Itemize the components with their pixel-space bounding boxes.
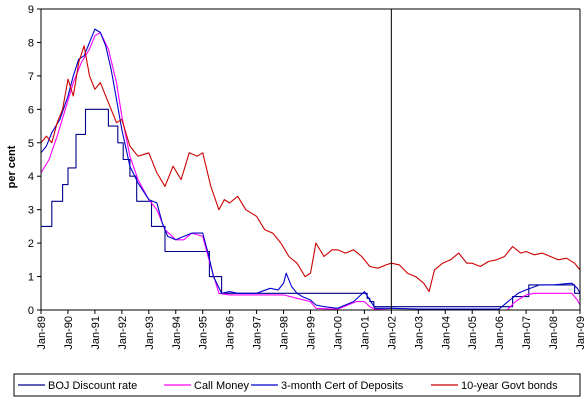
- legend-item: 3-month Cert of Deposits: [251, 380, 404, 392]
- x-tick-label: Jan-96: [225, 316, 237, 350]
- x-tick-label: Jan-91: [90, 316, 102, 350]
- x-tick-label: Jan-94: [171, 316, 183, 350]
- y-tick-label: 1: [28, 272, 34, 284]
- series-line-boj-discount-rate: [41, 108, 581, 308]
- y-axis-label: per cent: [6, 145, 18, 188]
- y-tick-label: 4: [28, 171, 34, 183]
- legend-label: 3-month Cert of Deposits: [281, 380, 404, 392]
- y-tick-label: 7: [28, 71, 34, 83]
- x-tick-label: Jan-93: [144, 316, 156, 350]
- y-tick-label: 5: [28, 138, 34, 150]
- x-tick-label: Jan-05: [467, 316, 479, 350]
- x-tick-label: Jan-00: [332, 316, 344, 350]
- legend-item: 10-year Govt bonds: [431, 380, 558, 392]
- x-tick-label: Jan-97: [252, 316, 264, 350]
- legend-item: Call Money: [164, 380, 250, 392]
- y-tick-label: 3: [28, 205, 34, 217]
- series-line-10-year-govt-bonds: [40, 45, 581, 293]
- y-tick-label: 9: [28, 4, 34, 16]
- x-tick-label: Jan-07: [521, 316, 533, 350]
- legend-label: Call Money: [194, 380, 250, 392]
- y-tick-label: 6: [28, 104, 34, 116]
- x-tick-label: Jan-04: [440, 316, 452, 350]
- y-axis-ticks: 0 1 2 3 4 5 6 7 8 9: [28, 4, 41, 317]
- series-line-call-money: [40, 31, 581, 311]
- x-axis-ticks: Jan-89 Jan-90 Jan-91 Jan-92 Jan-93 Jan-94 Jan-…: [36, 310, 587, 350]
- legend-label: 10-year Govt bonds: [461, 380, 558, 392]
- x-tick-label: Jan-02: [386, 316, 398, 350]
- legend-item: BOJ Discount rate: [18, 380, 137, 392]
- x-tick-label: Jan-09: [575, 316, 587, 350]
- x-tick-label: Jan-95: [198, 316, 210, 350]
- y-tick-label: 8: [28, 37, 34, 49]
- plot-series: [40, 28, 581, 311]
- x-tick-label: Jan-03: [413, 316, 425, 350]
- legend-box: [13, 373, 581, 397]
- legend: BOJ Discount rate Call Money 3-month Cer…: [13, 373, 581, 397]
- x-tick-label: Jan-98: [279, 316, 291, 350]
- x-tick-label: Jan-06: [494, 316, 506, 350]
- y-tick-label: 0: [28, 305, 34, 317]
- x-tick-label: Jan-08: [548, 316, 560, 350]
- series-line-3-month-cert-of-deposits: [40, 28, 581, 310]
- x-tick-label: Jan-01: [359, 316, 371, 350]
- y-tick-label: 2: [28, 238, 34, 250]
- x-tick-label: Jan-90: [63, 316, 75, 350]
- legend-label: BOJ Discount rate: [48, 380, 137, 392]
- x-tick-label: Jan-92: [117, 316, 129, 350]
- x-tick-label: Jan-99: [306, 316, 318, 350]
- x-tick-label: Jan-89: [36, 316, 48, 350]
